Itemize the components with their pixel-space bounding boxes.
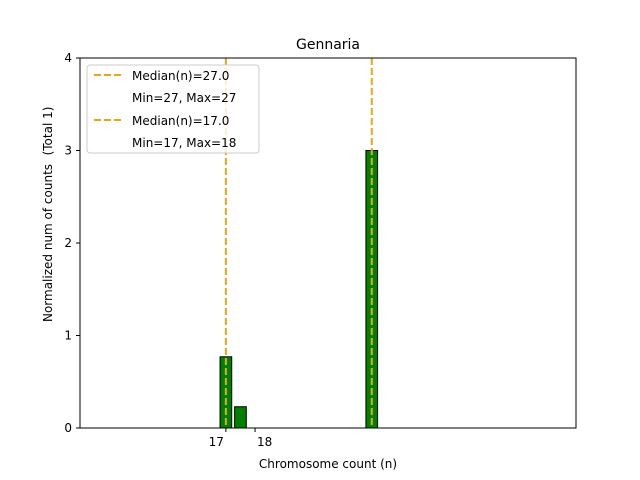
y-tick-label: 0 xyxy=(64,421,72,435)
y-tick-label: 4 xyxy=(64,51,72,65)
chart-title: Gennaria xyxy=(296,37,360,53)
legend-box xyxy=(86,64,260,154)
legend-entry: Median(n)=17.0 xyxy=(132,114,229,128)
x-axis: 17 18 xyxy=(209,428,272,449)
y-axis: 0 1 2 3 4 xyxy=(64,51,80,435)
x-tick-label: 18 xyxy=(257,435,272,449)
legend: Median(n)=27.0 Min=27, Max=27 Median(n)=… xyxy=(86,64,260,154)
x-axis-label: Chromosome count (n) xyxy=(259,457,397,471)
bar-1 xyxy=(234,406,247,429)
x-tick-label: 17 xyxy=(209,435,224,449)
legend-entry: Min=17, Max=18 xyxy=(132,136,236,150)
y-axis-label-note: (Total 1) xyxy=(41,107,55,156)
legend-entry: Median(n)=27.0 xyxy=(132,69,229,83)
legend-entry: Min=27, Max=27 xyxy=(132,91,236,105)
y-axis-label: Normalized num of counts xyxy=(41,164,55,322)
y-tick-label: 2 xyxy=(64,236,72,250)
y-tick-label: 3 xyxy=(64,144,72,158)
y-tick-label: 1 xyxy=(64,329,72,343)
